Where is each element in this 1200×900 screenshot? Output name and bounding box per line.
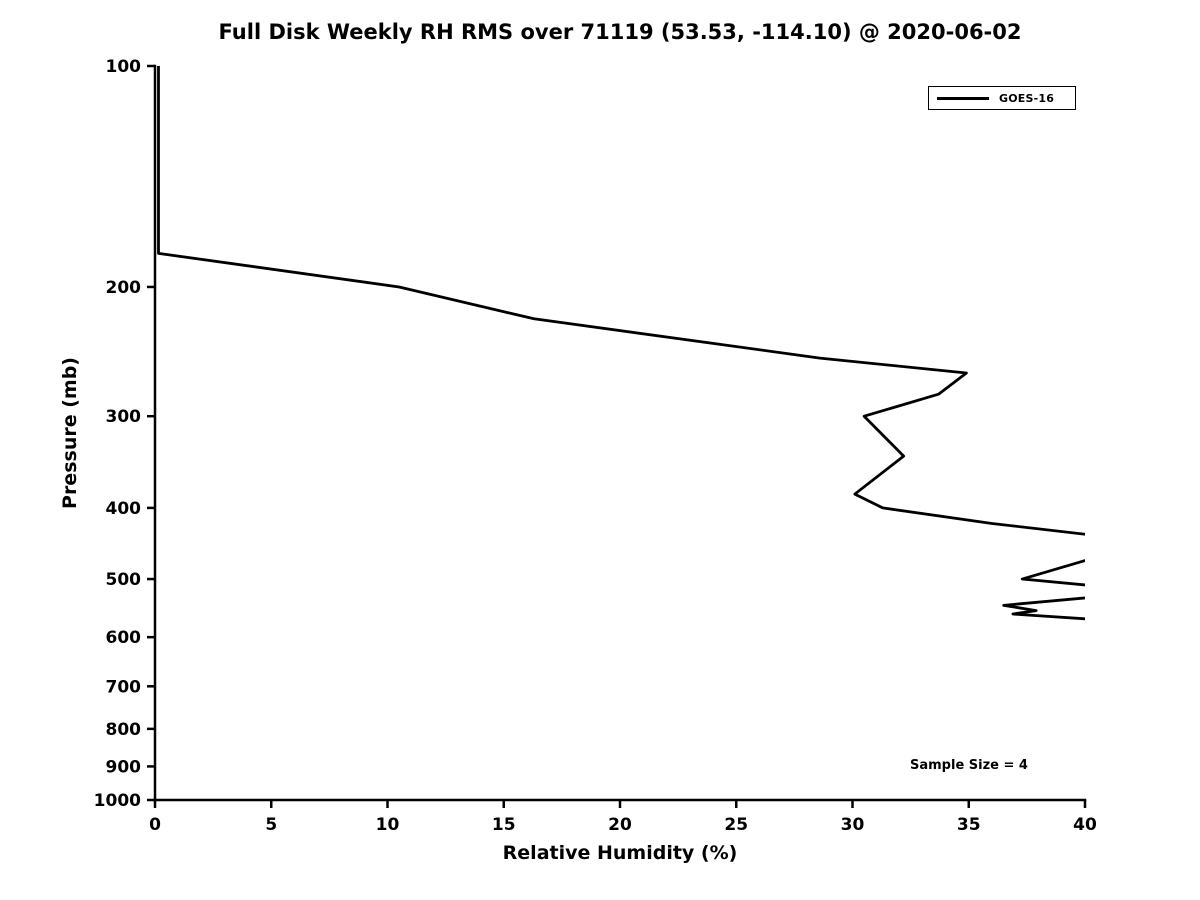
x-tick-label: 40 bbox=[1073, 815, 1097, 835]
y-tick-label: 200 bbox=[106, 278, 142, 298]
y-tick-label: 500 bbox=[106, 570, 142, 590]
chart-title: Full Disk Weekly RH RMS over 71119 (53.5… bbox=[218, 20, 1022, 44]
y-tick-label: 100 bbox=[106, 57, 142, 77]
y-tick-label: 300 bbox=[106, 407, 142, 427]
x-tick-label: 20 bbox=[608, 815, 632, 835]
x-tick-label: 30 bbox=[841, 815, 865, 835]
x-tick-label: 25 bbox=[724, 815, 748, 835]
y-tick-label: 1000 bbox=[94, 791, 141, 811]
y-tick-label: 400 bbox=[106, 499, 142, 519]
y-tick-label: 800 bbox=[106, 720, 142, 740]
legend: GOES-16 bbox=[928, 86, 1076, 110]
x-axis-label: Relative Humidity (%) bbox=[502, 842, 738, 864]
x-tick-label: 0 bbox=[149, 815, 161, 835]
x-tick-label: 10 bbox=[376, 815, 400, 835]
y-tick-label: 900 bbox=[106, 757, 142, 777]
x-tick-label: 15 bbox=[492, 815, 516, 835]
x-tick-label: 5 bbox=[265, 815, 277, 835]
legend-label: GOES-16 bbox=[999, 91, 1055, 105]
y-tick-label: 700 bbox=[106, 677, 142, 697]
y-tick-label: 600 bbox=[106, 628, 142, 648]
sample-size-annotation: Sample Size = 4 bbox=[910, 758, 1028, 773]
data-line-goes-16 bbox=[157, 66, 1085, 621]
legend-line-sample bbox=[937, 96, 989, 100]
x-tick-label: 35 bbox=[957, 815, 981, 835]
